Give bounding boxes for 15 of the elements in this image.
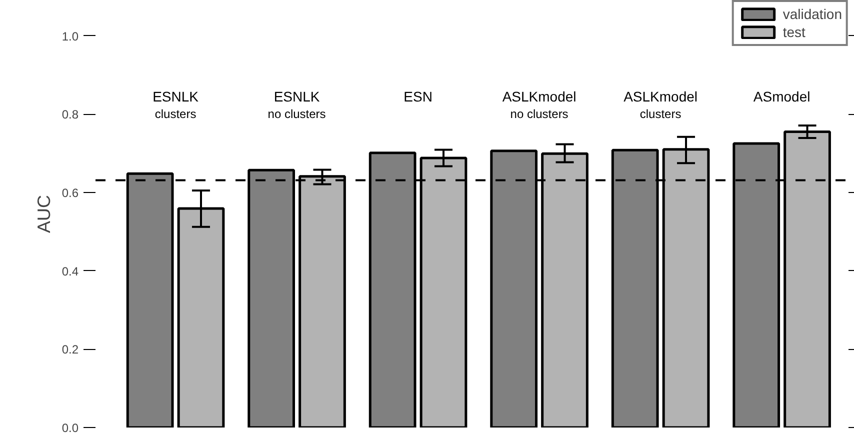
x-tick-label: ASLKmodel no clusters: [502, 88, 576, 122]
y-axis-title: AUC: [34, 194, 54, 233]
x-tick-label: ESNLK no clusters: [268, 88, 326, 122]
x-tick-label: ESNLK clusters: [152, 88, 200, 122]
x-tick-label: ASLKmodel clusters: [624, 88, 698, 122]
y-tick-label: 0.4: [62, 264, 79, 278]
x-tick-label: ESN: [404, 88, 432, 104]
y-tick-label: 1.0: [62, 29, 79, 44]
legend-label: validation: [782, 6, 842, 22]
y-tick-label: 0.6: [62, 186, 79, 200]
y-tick-label: 0.8: [62, 108, 79, 122]
x-tick-label: ASmodel: [753, 88, 810, 104]
legend-label: test: [782, 24, 806, 40]
y-tick-label: 0.2: [62, 342, 79, 357]
y-tick-label: 0.0: [62, 421, 79, 435]
